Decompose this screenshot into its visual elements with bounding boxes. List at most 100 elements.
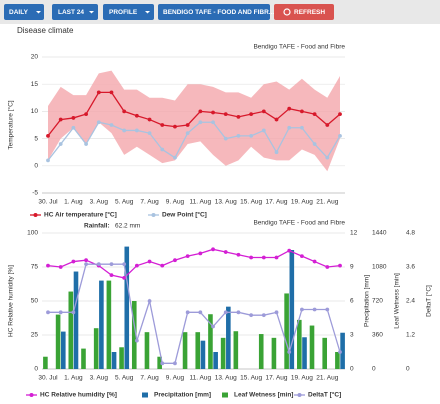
y-tick-label: 10 xyxy=(31,108,39,115)
y3-tick-label: 1440 xyxy=(372,230,387,237)
point xyxy=(236,310,241,315)
y3-tick-label: 720 xyxy=(372,298,383,305)
point xyxy=(312,112,317,117)
point xyxy=(134,113,139,118)
legend-label: Dew Point [°C] xyxy=(162,211,207,219)
point xyxy=(211,110,215,115)
caret xyxy=(89,11,94,14)
series-line xyxy=(47,121,341,161)
point xyxy=(122,109,127,114)
button-label[interactable]: REFRESH xyxy=(294,9,325,16)
range-button[interactable]: LAST 24 xyxy=(52,4,98,20)
y4-tick-label: 3.6 xyxy=(406,264,415,271)
bar xyxy=(81,348,86,369)
y2-tick-label: 12 xyxy=(350,230,358,237)
button-label[interactable]: BENDIGO TAFE - FOOD AND FIBR... xyxy=(163,9,274,16)
y2-tick-label: 3 xyxy=(350,332,354,339)
point xyxy=(58,265,63,269)
button-bg[interactable] xyxy=(52,4,98,20)
point xyxy=(249,112,254,117)
button-label[interactable]: DAILY xyxy=(9,9,29,16)
bar xyxy=(43,356,48,369)
point xyxy=(173,361,177,366)
point xyxy=(122,128,127,133)
point xyxy=(134,128,139,133)
y3-tick-label: 1080 xyxy=(372,264,387,271)
x-tick-label: 5. Aug xyxy=(115,199,134,206)
y-tick-label: 25 xyxy=(31,332,39,339)
button-bg[interactable] xyxy=(274,4,334,20)
refresh-icon xyxy=(283,8,291,16)
bar xyxy=(213,352,218,369)
x-tick-label: 9. Aug xyxy=(166,375,185,382)
point xyxy=(223,250,228,254)
point xyxy=(198,109,203,114)
bar xyxy=(131,301,137,369)
legend-label: Leaf Wetness [min] xyxy=(234,392,293,399)
y-tick-label: 5 xyxy=(34,135,38,142)
bar xyxy=(220,337,226,369)
point xyxy=(211,324,215,329)
profile-button[interactable]: PROFILE xyxy=(103,4,154,20)
x-tick-label: 9. Aug xyxy=(166,199,185,206)
point xyxy=(84,258,88,263)
y4-tick-label: 2.4 xyxy=(406,298,415,305)
page-title: Disease climate xyxy=(17,26,74,35)
legend-swatch xyxy=(142,392,148,398)
bar xyxy=(60,331,66,369)
x-tick-label: 17. Aug xyxy=(265,375,287,382)
point xyxy=(287,248,292,253)
point xyxy=(122,262,127,267)
point xyxy=(160,263,165,268)
button-label[interactable]: LAST 24 xyxy=(58,9,84,16)
bar xyxy=(208,314,213,369)
point xyxy=(96,90,101,95)
series-line xyxy=(47,91,341,137)
legend-swatch xyxy=(151,213,156,217)
daily-button[interactable]: DAILY xyxy=(4,4,44,20)
point xyxy=(46,263,50,268)
point xyxy=(134,263,139,268)
point xyxy=(46,158,50,163)
point xyxy=(134,338,139,343)
point xyxy=(249,133,254,138)
y-axis-title: Temperature [°C] xyxy=(7,100,15,149)
x-tick-label: 15. Aug xyxy=(240,199,262,206)
legend-label: Precipitation [mm] xyxy=(154,392,211,399)
x-tick-label: 13. Aug xyxy=(215,375,237,382)
button-label[interactable]: PROFILE xyxy=(109,9,138,16)
point xyxy=(287,106,292,111)
point xyxy=(274,150,279,155)
point xyxy=(71,310,76,315)
bar xyxy=(93,328,99,369)
caret xyxy=(145,11,150,14)
bar xyxy=(144,332,150,369)
point xyxy=(109,123,114,127)
station-button[interactable]: BENDIGO TAFE - FOOD AND FIBR... xyxy=(158,4,274,20)
y-tick-label: 100 xyxy=(27,230,38,237)
legend-label: HC Air temperature [°C] xyxy=(44,211,117,219)
point xyxy=(160,123,165,127)
button-bg[interactable] xyxy=(103,4,154,20)
x-tick-label: 30. Jul xyxy=(38,199,58,206)
bar xyxy=(119,347,124,369)
refresh-button[interactable]: REFRESH xyxy=(274,4,334,20)
point xyxy=(312,142,317,146)
button-bg[interactable] xyxy=(4,4,44,20)
x-tick-label: 21. Aug xyxy=(316,375,338,382)
annotation-label: Rainfall: xyxy=(84,223,110,230)
point xyxy=(96,120,101,125)
y3-axis-title: Leaf Wetness [min] xyxy=(394,273,401,329)
point xyxy=(84,142,88,146)
point xyxy=(198,120,203,125)
bar xyxy=(111,352,117,369)
bar xyxy=(182,332,188,369)
button-bg[interactable] xyxy=(158,4,270,20)
point xyxy=(261,313,266,318)
bar xyxy=(322,337,328,369)
bar xyxy=(200,340,206,369)
point xyxy=(46,133,50,138)
bar xyxy=(124,246,130,369)
bar xyxy=(55,314,61,369)
point xyxy=(312,259,317,264)
